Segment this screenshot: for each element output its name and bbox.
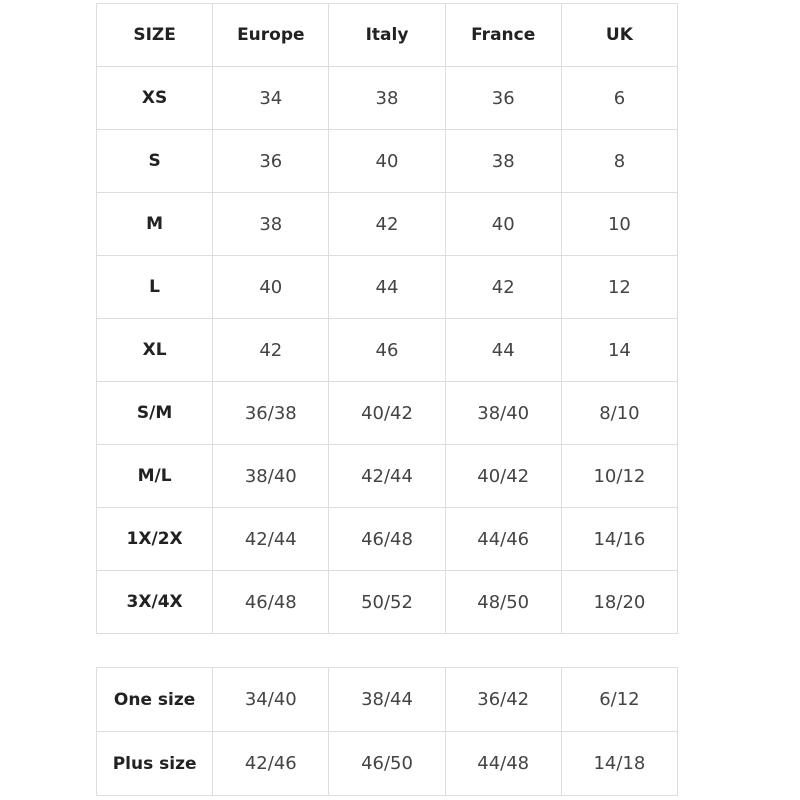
table-cell: 8/10 bbox=[561, 382, 679, 445]
table-cell: 38 bbox=[445, 130, 562, 193]
table-cell: 38/40 bbox=[213, 445, 330, 508]
table-cell: 34/40 bbox=[213, 668, 330, 732]
table-cell: 48/50 bbox=[445, 571, 562, 634]
table-row: M 38 42 40 10 bbox=[97, 193, 679, 256]
table-cell: 40/42 bbox=[329, 382, 446, 445]
table-cell: 46/50 bbox=[329, 732, 446, 796]
table-cell: 44 bbox=[445, 319, 562, 382]
table-row: XS 34 38 36 6 bbox=[97, 67, 679, 130]
size-table: SIZE Europe Italy France UK XS 34 38 36 6 S 36 40 38 8… bbox=[96, 3, 679, 634]
table-row: S/M 36/38 40/42 38/40 8/10 bbox=[97, 382, 679, 445]
table-cell: 3X/4X bbox=[97, 571, 214, 634]
table-cell: 18/20 bbox=[561, 571, 679, 634]
header-cell: Europe bbox=[213, 4, 330, 67]
header-cell: SIZE bbox=[97, 4, 214, 67]
table-cell: One size bbox=[97, 668, 214, 732]
table-cell: 40 bbox=[213, 256, 330, 319]
table-cell: 10/12 bbox=[561, 445, 679, 508]
table-row: M/L 38/40 42/44 40/42 10/12 bbox=[97, 445, 679, 508]
table-cell: 46/48 bbox=[329, 508, 446, 571]
table-cell: 14/18 bbox=[561, 732, 679, 796]
table-cell: S bbox=[97, 130, 214, 193]
table-cell: 44/48 bbox=[445, 732, 562, 796]
table-cell: 36/38 bbox=[213, 382, 330, 445]
table-cell: 8 bbox=[561, 130, 679, 193]
table-cell: 46 bbox=[329, 319, 446, 382]
table-row: XL 42 46 44 14 bbox=[97, 319, 679, 382]
table-cell: 38/40 bbox=[445, 382, 562, 445]
table-cell: XS bbox=[97, 67, 214, 130]
table-cell: 38/44 bbox=[329, 668, 446, 732]
table-cell: Plus size bbox=[97, 732, 214, 796]
table-cell: 14 bbox=[561, 319, 679, 382]
table-cell: 40/42 bbox=[445, 445, 562, 508]
table-cell: 6/12 bbox=[561, 668, 679, 732]
table-cell: 40 bbox=[445, 193, 562, 256]
table-cell: 6 bbox=[561, 67, 679, 130]
table-row: SIZE Europe Italy France UK bbox=[97, 4, 679, 67]
table-cell: 50/52 bbox=[329, 571, 446, 634]
table-cell: 36/42 bbox=[445, 668, 562, 732]
table-cell: 38 bbox=[213, 193, 330, 256]
table-cell: 42 bbox=[329, 193, 446, 256]
table-row: L 40 44 42 12 bbox=[97, 256, 679, 319]
extra-size-table: One size 34/40 38/44 36/42 6/12 Plus size 42/4… bbox=[96, 667, 679, 796]
table-cell: 46/48 bbox=[213, 571, 330, 634]
table-cell: 38 bbox=[329, 67, 446, 130]
table-row: One size 34/40 38/44 36/42 6/12 bbox=[97, 668, 679, 732]
table-cell: S/M bbox=[97, 382, 214, 445]
table-cell: 42/44 bbox=[213, 508, 330, 571]
table-cell: 42/44 bbox=[329, 445, 446, 508]
header-cell: UK bbox=[561, 4, 679, 67]
table-cell: 1X/2X bbox=[97, 508, 214, 571]
table-row: S 36 40 38 8 bbox=[97, 130, 679, 193]
table-cell: 36 bbox=[445, 67, 562, 130]
table-row: 1X/2X 42/44 46/48 44/46 14/16 bbox=[97, 508, 679, 571]
table-row: Plus size 42/46 46/50 44/48 14/18 bbox=[97, 732, 679, 796]
header-cell: Italy bbox=[329, 4, 446, 67]
table-cell: 44/46 bbox=[445, 508, 562, 571]
table-cell: 34 bbox=[213, 67, 330, 130]
table-cell: 42 bbox=[445, 256, 562, 319]
table-cell: 14/16 bbox=[561, 508, 679, 571]
table-cell: M/L bbox=[97, 445, 214, 508]
table-cell: 40 bbox=[329, 130, 446, 193]
table-cell: 42 bbox=[213, 319, 330, 382]
table-cell: 36 bbox=[213, 130, 330, 193]
table-cell: 12 bbox=[561, 256, 679, 319]
header-cell: France bbox=[445, 4, 562, 67]
table-cell: XL bbox=[97, 319, 214, 382]
table-cell: M bbox=[97, 193, 214, 256]
table-cell: 44 bbox=[329, 256, 446, 319]
table-cell: L bbox=[97, 256, 214, 319]
table-cell: 10 bbox=[561, 193, 679, 256]
table-cell: 42/46 bbox=[213, 732, 330, 796]
table-row: 3X/4X 46/48 50/52 48/50 18/20 bbox=[97, 571, 679, 634]
